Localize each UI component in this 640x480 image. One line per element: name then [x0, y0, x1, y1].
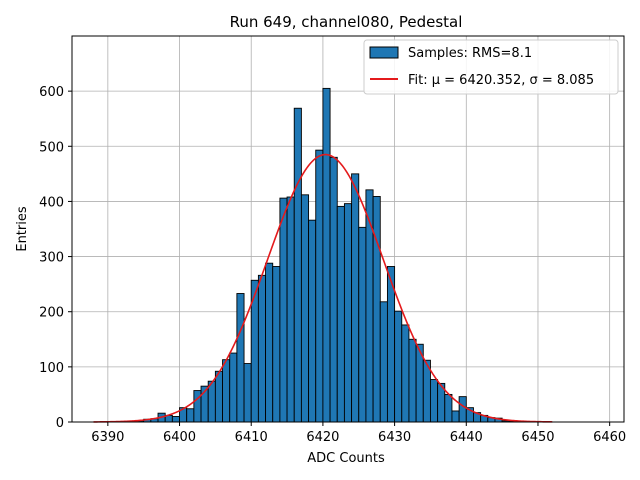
- x-tick-label: 6450: [521, 430, 554, 445]
- x-tick-label: 6420: [306, 430, 339, 445]
- histogram-bar: [429, 379, 439, 423]
- histogram-bar: [329, 156, 338, 423]
- histogram-bar: [458, 396, 467, 423]
- histogram-bar: [343, 203, 353, 423]
- y-axis-label: Entries: [15, 206, 30, 252]
- y-axis-ticks: 0 100 200 300 400 500 600: [39, 85, 72, 431]
- x-tick-label: 6440: [450, 430, 483, 445]
- x-tick-label: 6410: [235, 430, 268, 445]
- histogram-bar: [444, 393, 453, 423]
- y-tick-label: 600: [39, 85, 64, 100]
- histogram-bar: [451, 410, 460, 423]
- histogram-bar: [358, 226, 367, 423]
- histogram-bar: [229, 352, 238, 423]
- y-tick-label: 100: [39, 361, 64, 376]
- histogram-bar: [336, 205, 345, 423]
- histogram-bar: [365, 189, 374, 423]
- histogram-bar: [315, 149, 324, 423]
- histogram-bar: [222, 359, 231, 423]
- x-axis-ticks: 6390 6400 6410 6420 6430 6440 6450 6460: [91, 422, 626, 445]
- legend-fit-label: Fit: μ = 6420.352, σ = 8.085: [408, 73, 594, 88]
- x-tick-label: 6400: [163, 430, 196, 445]
- legend-histogram-label: Samples: RMS=8.1: [408, 46, 532, 61]
- chart-title: Run 649, channel080, Pedestal: [230, 13, 463, 31]
- histogram-bar: [401, 324, 410, 423]
- histogram-bar: [379, 301, 388, 423]
- y-tick-label: 500: [39, 140, 64, 155]
- histogram-bar: [408, 338, 417, 423]
- legend: Samples: RMS=8.1 Fit: μ = 6420.352, σ = …: [363, 39, 619, 95]
- legend-histogram-swatch: [369, 46, 399, 59]
- histogram-bar: [308, 219, 317, 423]
- x-tick-label: 6430: [378, 430, 411, 445]
- plot-frame: [71, 35, 625, 423]
- gaussian-fit-curve: [93, 153, 553, 423]
- legend-box: [363, 39, 619, 95]
- histogram-bar: [322, 87, 331, 423]
- histogram-bar: [171, 416, 180, 423]
- x-axis-label: ADC Counts: [307, 451, 385, 466]
- x-tick-label: 6390: [91, 430, 124, 445]
- y-tick-label: 200: [39, 306, 64, 321]
- histogram-bar: [257, 274, 267, 423]
- histogram-bar: [214, 370, 223, 423]
- histogram-bar: [293, 107, 302, 423]
- histogram-bar: [286, 196, 295, 423]
- histogram-bar: [236, 293, 245, 423]
- histogram-bar: [243, 363, 252, 423]
- histogram-bar: [272, 266, 281, 423]
- histogram-bar: [394, 310, 403, 423]
- y-tick-label: 400: [39, 195, 64, 210]
- histogram-bar: [300, 194, 310, 423]
- y-tick-label: 300: [39, 251, 64, 266]
- y-tick-label: 0: [56, 416, 64, 431]
- histogram-bar: [265, 262, 274, 423]
- histogram-bar: [351, 173, 360, 423]
- histogram-bar: [372, 196, 381, 423]
- histogram-bar: [186, 408, 195, 423]
- x-tick-label: 6460: [593, 430, 626, 445]
- histogram-bar: [279, 197, 288, 423]
